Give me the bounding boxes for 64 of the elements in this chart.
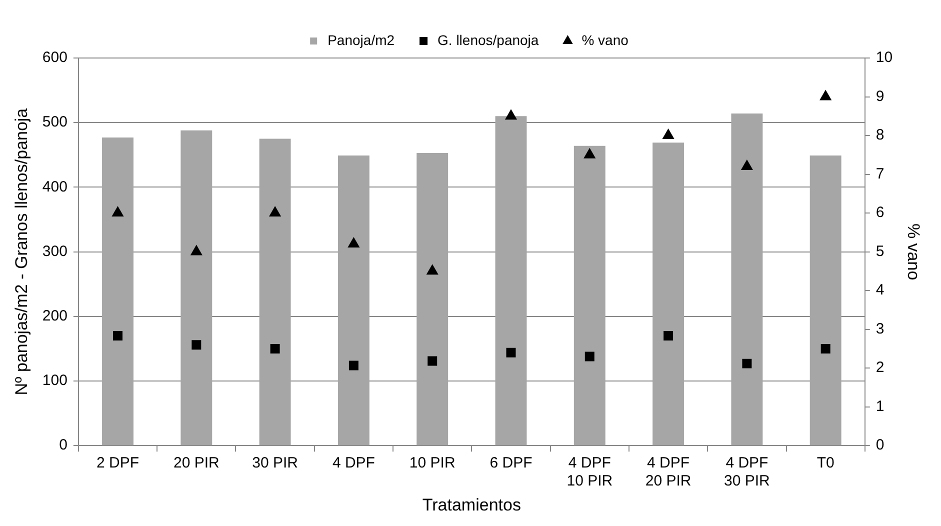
y2-tick-label: 3 xyxy=(876,320,884,338)
bar xyxy=(180,130,212,446)
point xyxy=(820,344,830,354)
x-tick-label: 10 PIR xyxy=(409,454,456,472)
point xyxy=(742,358,752,368)
point xyxy=(192,340,202,350)
point xyxy=(348,238,360,248)
point xyxy=(348,360,358,370)
x-axis-title: Tratamientos xyxy=(422,495,521,514)
x-tick-label: 4 DPF 10 PIR xyxy=(566,454,613,490)
y2-tick-label: 0 xyxy=(876,436,884,454)
point xyxy=(190,245,202,256)
bar xyxy=(102,137,134,446)
x-tick-label: T0 xyxy=(816,454,834,472)
y2-tick-label: 1 xyxy=(876,398,884,415)
point xyxy=(270,344,280,354)
y-tick-label: 400 xyxy=(42,178,68,196)
y2-tick-label: 10 xyxy=(876,49,893,66)
bar xyxy=(338,156,370,446)
point xyxy=(741,160,753,170)
legend-label: % vano xyxy=(582,32,629,48)
y-tick-label: 300 xyxy=(42,242,68,260)
bar xyxy=(416,152,448,446)
point xyxy=(428,356,438,366)
y-tick-label: 100 xyxy=(42,372,68,390)
point xyxy=(112,206,124,217)
x-tick-label: 6 DPF xyxy=(490,454,532,472)
y2-tick-label: 2 xyxy=(876,359,884,376)
y-axis-title: Nº panojas/m2 - Granos llenos/panoja xyxy=(12,108,31,396)
y2-tick-label: 8 xyxy=(876,126,884,144)
point xyxy=(269,206,281,217)
y2-tick-label: 7 xyxy=(876,165,884,182)
y-tick-label: 500 xyxy=(42,114,68,131)
point xyxy=(662,129,674,140)
y2-tick-label: 9 xyxy=(876,88,884,105)
x-tick-label: 4 DPF 30 PIR xyxy=(724,454,770,490)
point xyxy=(584,352,594,362)
bar xyxy=(495,116,527,446)
bar xyxy=(731,114,763,446)
y-tick-label: 0 xyxy=(59,436,68,454)
y2-axis-title: % vano xyxy=(904,223,924,280)
x-tick-label: 2 DPF xyxy=(96,454,140,472)
y2-tick-label: 5 xyxy=(876,242,884,260)
x-tick-label: 4 DPF 20 PIR xyxy=(645,454,692,490)
bar xyxy=(652,142,684,446)
x-tick-label: 4 DPF xyxy=(332,454,375,472)
point xyxy=(584,148,596,158)
point xyxy=(426,264,438,275)
y-tick-label: 600 xyxy=(42,49,68,66)
x-tick-label: 20 PIR xyxy=(173,454,220,472)
y2-tick-label: 6 xyxy=(876,204,884,222)
legend-label: G. llenos/panoja xyxy=(438,32,539,48)
point xyxy=(505,110,517,120)
legend-label: Panoja/m2 xyxy=(328,32,395,48)
point xyxy=(506,348,516,358)
point xyxy=(820,90,832,100)
y2-tick-label: 4 xyxy=(876,282,884,299)
point xyxy=(664,331,674,341)
bar xyxy=(810,156,842,446)
y-tick-label: 200 xyxy=(42,308,68,325)
bar xyxy=(574,146,606,446)
bar xyxy=(259,138,291,446)
x-tick-label: 30 PIR xyxy=(252,454,298,472)
point xyxy=(113,331,122,341)
